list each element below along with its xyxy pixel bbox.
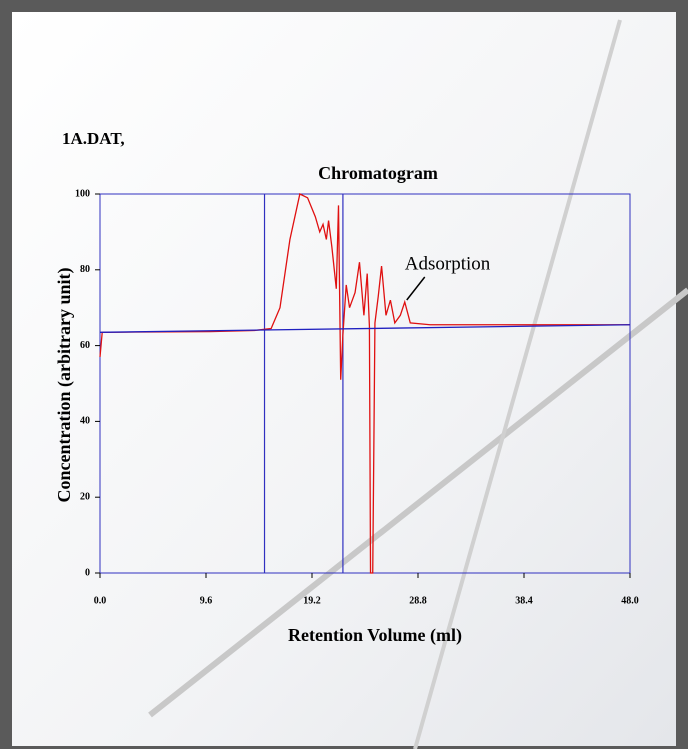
chart-title: Chromatogram	[318, 163, 438, 183]
x-tick-label: 9.6	[200, 595, 213, 606]
x-tick-label: 38.4	[515, 595, 533, 606]
data-line	[99, 193, 630, 574]
y-tick-label: 80	[80, 264, 90, 275]
decoration	[413, 19, 622, 749]
x-tick-label: 19.2	[303, 595, 321, 606]
x-axis-label: Retention Volume (ml)	[288, 625, 462, 646]
x-tick-label: 28.8	[409, 595, 427, 606]
y-tick-label: 20	[80, 491, 90, 502]
plot-frame	[99, 193, 631, 574]
y-tick-label: 60	[80, 340, 90, 351]
y-tick-label: 0	[85, 567, 90, 578]
data-line	[99, 324, 631, 333]
x-tick-label: 0.0	[94, 595, 107, 606]
annotation-pointer	[406, 276, 426, 301]
x-tick-label: 48.0	[621, 595, 639, 606]
y-tick-label: 100	[75, 188, 90, 199]
y-axis-label: Concentration (arbitrary unit)	[54, 268, 75, 503]
y-tick-label: 40	[80, 416, 90, 427]
background	[12, 12, 676, 746]
annotation: Adsorption	[405, 253, 491, 274]
file-label: 1A.DAT,	[62, 129, 125, 148]
decoration	[148, 287, 688, 718]
